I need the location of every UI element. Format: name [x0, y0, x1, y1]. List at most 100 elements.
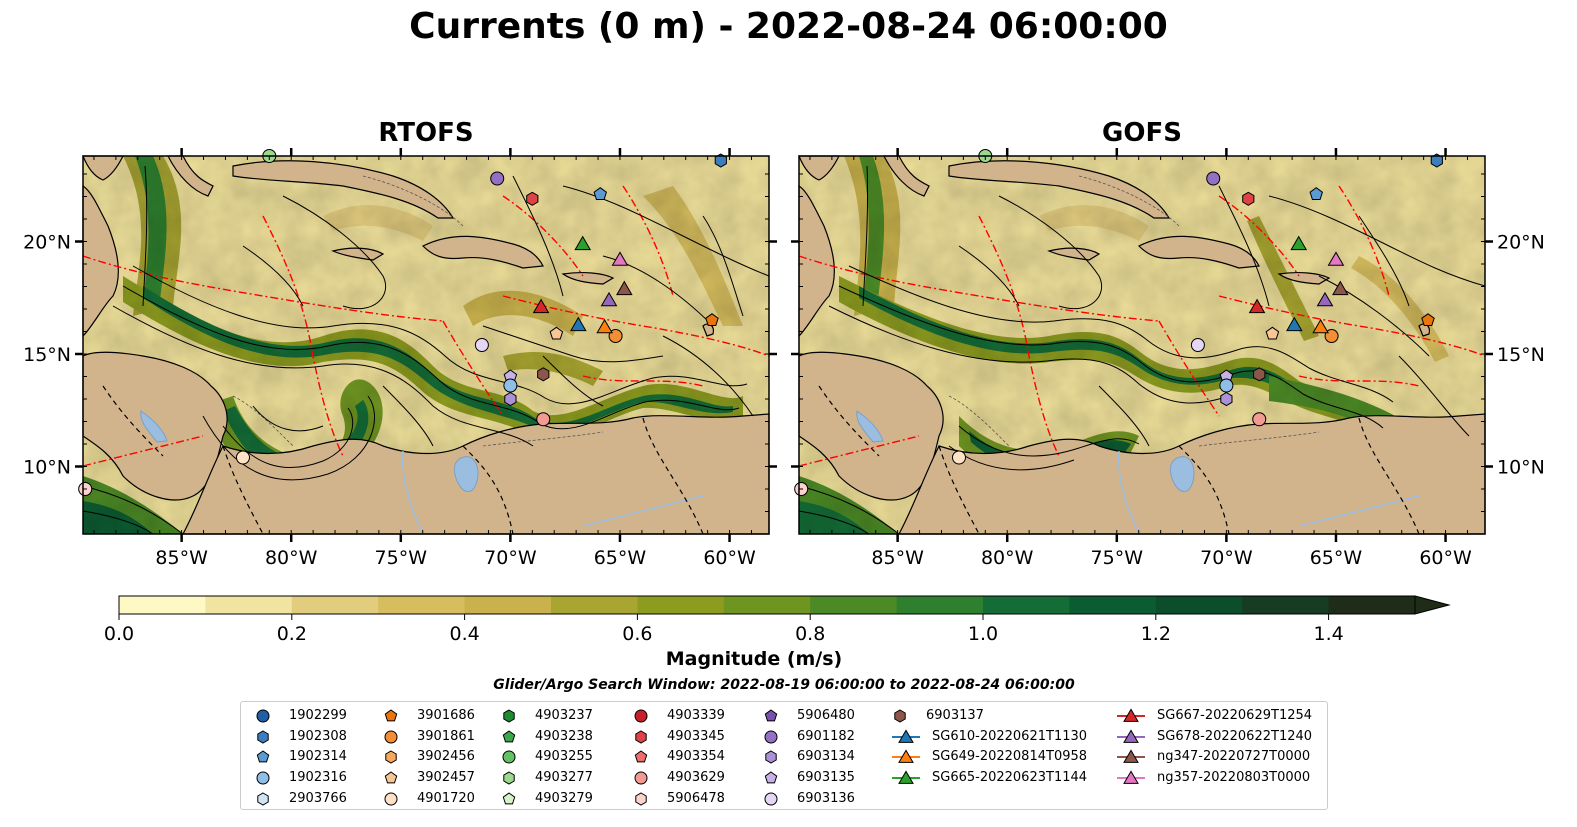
glider-marker: [1290, 235, 1308, 251]
colorbar-segment: [723, 596, 811, 614]
legend-label: 1902314: [289, 749, 347, 765]
argo-float-marker: [705, 313, 719, 326]
legend-label: 4903237: [535, 708, 593, 723]
argo-float-marker: [1252, 412, 1267, 427]
colorbar-segment: [205, 596, 293, 614]
legend-marker-icon: [764, 730, 778, 744]
argo-float-marker: [549, 326, 564, 340]
argo-float-marker: [526, 191, 539, 206]
legend-marker-icon: [635, 730, 647, 744]
legend-marker-icon: [1117, 770, 1145, 784]
legend-label: SG678-20220622T1240: [1157, 728, 1313, 744]
argo-float-marker: [504, 391, 517, 407]
lon-tick-label: 70°W: [1200, 547, 1253, 569]
axis-ticks: 85°W 80°W 75°W 70°W 65°W 60°W 20°N 15°N 10°N 85°W…: [23, 148, 1545, 569]
legend-marker: [256, 771, 270, 785]
legend-marker: [634, 709, 648, 723]
argo-float-marker: [1219, 378, 1234, 393]
legend-marker-icon: [764, 792, 778, 806]
legend-label: 5906478: [667, 790, 725, 806]
colorbar-tick-label: 0.8: [795, 623, 825, 645]
legend-label: 3901686: [417, 708, 475, 723]
lat-tick-label: 15°N: [1497, 344, 1545, 366]
colorbar-label: Magnitude (m/s): [665, 648, 843, 670]
legend-marker: [257, 792, 269, 806]
legend-marker: [384, 730, 398, 744]
rivers: [401, 450, 704, 535]
legend-marker-icon: [502, 730, 516, 743]
glider-marker: [532, 298, 550, 314]
colorbar-segment: [637, 596, 725, 614]
legend-label: 6903135: [797, 770, 855, 786]
legend-marker: [764, 709, 778, 722]
colorbar-tick-label: 1.4: [1313, 623, 1343, 645]
colorbar-tick-label: 1.2: [1141, 623, 1171, 645]
lon-tick-label: 70°W: [484, 547, 537, 569]
legend-marker-icon: [634, 750, 648, 763]
colorbar-tick-label: 0.6: [622, 623, 652, 645]
glider-marker: [596, 318, 613, 334]
legend-marker: [764, 792, 778, 806]
argo-float-marker: [1220, 391, 1233, 407]
legend-marker: [256, 709, 270, 723]
colorbar-segment: [1242, 596, 1330, 614]
legend-marker: [635, 730, 647, 744]
legend-marker: [634, 750, 648, 763]
legend-marker: [503, 771, 515, 785]
legend-marker: [764, 771, 778, 784]
lon-tick-label: 75°W: [375, 547, 428, 569]
legend-marker-icon: [634, 709, 648, 723]
country-borders: [102, 385, 704, 535]
argo-float-marker: [235, 450, 250, 465]
legend-marker: [384, 792, 398, 806]
bathymetry-contours: [948, 175, 1320, 447]
legend: 1902299 1902308 1902314 1902316 2903766 39016…: [240, 701, 1328, 810]
legend-marker: [765, 750, 777, 764]
argo-float-marker: [1421, 313, 1435, 326]
legend-label: 6901182: [797, 728, 855, 744]
legend-label: 6903136: [797, 790, 855, 806]
lon-tick-label: 65°W: [594, 547, 647, 569]
legend-label: 4903339: [667, 708, 725, 723]
country-borders: [818, 385, 1420, 535]
panel-title-rtofs: RTOFS: [378, 118, 474, 148]
lat-tick-label: 20°N: [23, 232, 71, 254]
panel-title-gofs: GOFS: [1102, 118, 1182, 148]
lat-tick-label: 15°N: [23, 344, 71, 366]
colorbar-tick-label: 1.0: [968, 623, 998, 645]
legend-marker: [764, 730, 778, 744]
lakes: [856, 410, 1195, 492]
argo-float-marker: [714, 153, 727, 168]
legend-marker-icon: [1117, 749, 1145, 764]
bathymetry-contours: [232, 175, 604, 447]
legend-marker: [502, 730, 516, 743]
legend-marker-icon: [892, 770, 920, 784]
legend-marker-icon: [384, 771, 398, 784]
legend-label: 3901861: [417, 728, 475, 744]
legend-marker-icon: [764, 709, 778, 722]
colorbar-segment: [896, 596, 984, 614]
lon-tick-label: 85°W: [871, 547, 924, 569]
lakes: [140, 410, 479, 492]
lon-tick-label: 85°W: [155, 547, 208, 569]
legend-marker-icon: [503, 709, 515, 723]
legend-marker-icon: [635, 792, 647, 806]
glider-marker: [1316, 291, 1334, 307]
legend-marker: [503, 709, 515, 723]
argo-float-marker: [1430, 153, 1443, 168]
legend-label: SG667-20220629T1254: [1157, 708, 1313, 723]
legend-marker-icon: [256, 709, 270, 723]
legend-marker: [894, 709, 906, 723]
map-panel-rtofs: [78, 149, 770, 535]
lon-tick-label: 80°W: [265, 547, 318, 569]
argo-float-marker: [1253, 367, 1266, 382]
glider-marker: [570, 316, 587, 332]
glider-marker: [574, 235, 592, 251]
legend-label: SG649-20220814T0958: [932, 749, 1088, 765]
legend-marker: [634, 771, 648, 785]
colorbar-segment: [1155, 596, 1243, 614]
colorbar-segment: [1069, 596, 1157, 614]
legend-label: SG665-20220623T1144: [932, 770, 1088, 786]
argo-float-marker: [593, 187, 607, 200]
lon-tick-label: 60°W: [703, 547, 756, 569]
